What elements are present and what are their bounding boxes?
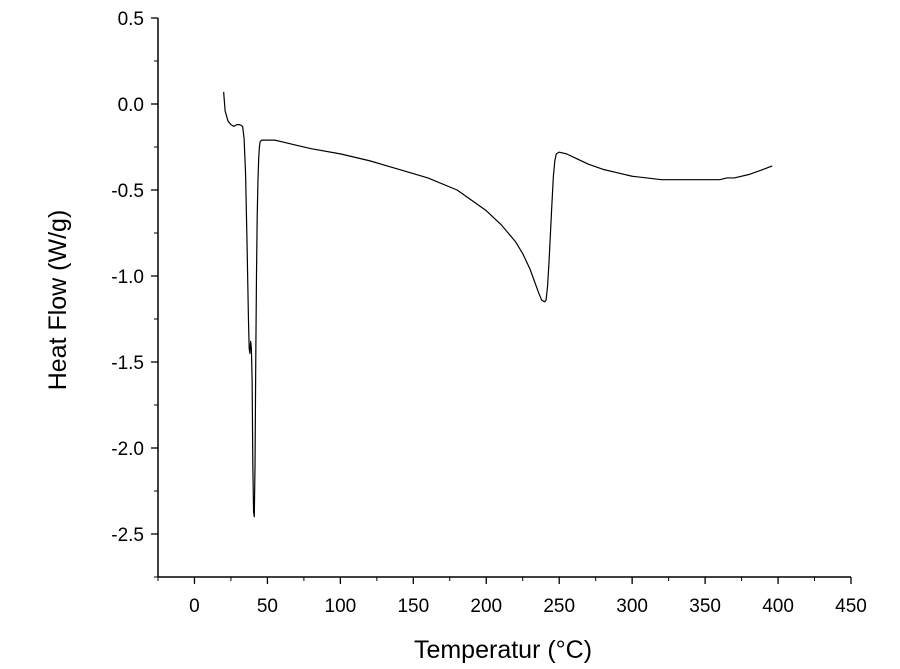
y-tick-label: 0.0 xyxy=(118,95,144,116)
x-tick-label: 50 xyxy=(257,596,278,617)
x-tick-label: 100 xyxy=(325,596,357,617)
x-axis-label: Temperatur (°C) xyxy=(414,636,592,664)
x-tick-label: 0 xyxy=(189,596,200,617)
y-tick-label: -2.0 xyxy=(111,439,144,460)
series-line xyxy=(223,91,773,518)
y-tick-label: -2.5 xyxy=(111,525,144,546)
y-tick-label: 0.5 xyxy=(118,9,144,30)
y-tick-label: -0.5 xyxy=(111,181,144,202)
series-group xyxy=(223,91,773,518)
x-tick-label: 300 xyxy=(616,596,648,617)
y-axis-label: Heat Flow (W/g) xyxy=(44,210,72,391)
y-tick-label: -1.5 xyxy=(111,353,144,374)
x-tick-label: 400 xyxy=(762,596,794,617)
y-tick-label: -1.0 xyxy=(111,267,144,288)
x-tick-label: 250 xyxy=(543,596,575,617)
x-tick-label: 350 xyxy=(689,596,721,617)
axes-group xyxy=(157,18,851,578)
x-tick-label: 150 xyxy=(397,596,429,617)
x-tick-label: 450 xyxy=(835,596,867,617)
ticks-group: 0 50 100 150 200 250 300 350 400 450 0.5 0.0 -0.5 -1.… xyxy=(111,9,867,617)
x-tick-label: 200 xyxy=(470,596,502,617)
